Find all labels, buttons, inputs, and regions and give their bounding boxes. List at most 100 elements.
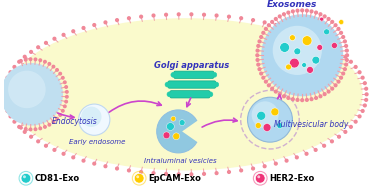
Circle shape xyxy=(365,93,368,96)
Circle shape xyxy=(166,123,174,130)
Circle shape xyxy=(286,64,291,70)
Circle shape xyxy=(342,36,344,38)
Circle shape xyxy=(271,108,279,116)
Circle shape xyxy=(136,175,139,178)
FancyBboxPatch shape xyxy=(170,91,210,98)
Circle shape xyxy=(2,93,5,96)
Circle shape xyxy=(327,90,330,93)
Circle shape xyxy=(62,110,64,112)
Circle shape xyxy=(152,172,155,174)
Circle shape xyxy=(45,144,47,147)
Circle shape xyxy=(228,171,230,173)
Circle shape xyxy=(72,30,75,33)
Circle shape xyxy=(48,123,50,126)
Circle shape xyxy=(4,104,7,107)
Circle shape xyxy=(215,172,218,174)
Circle shape xyxy=(30,50,33,53)
Circle shape xyxy=(267,84,270,87)
Circle shape xyxy=(53,149,56,151)
Circle shape xyxy=(128,17,130,19)
Circle shape xyxy=(252,101,279,128)
Circle shape xyxy=(152,14,155,17)
Circle shape xyxy=(257,111,266,120)
Circle shape xyxy=(324,29,329,35)
Circle shape xyxy=(263,165,266,168)
Circle shape xyxy=(65,86,67,88)
Circle shape xyxy=(203,13,205,16)
Circle shape xyxy=(34,128,37,131)
Circle shape xyxy=(331,46,333,49)
Circle shape xyxy=(9,115,12,118)
Ellipse shape xyxy=(7,18,363,170)
Circle shape xyxy=(256,54,259,57)
Circle shape xyxy=(345,63,347,66)
Circle shape xyxy=(3,87,5,90)
Circle shape xyxy=(9,71,12,74)
Text: Intraluminal vesicles: Intraluminal vesicles xyxy=(144,158,217,164)
Circle shape xyxy=(256,49,259,52)
Circle shape xyxy=(344,40,346,43)
Circle shape xyxy=(257,45,260,47)
Circle shape xyxy=(302,63,307,67)
Circle shape xyxy=(344,55,347,58)
Circle shape xyxy=(323,144,325,147)
Circle shape xyxy=(18,125,21,128)
Circle shape xyxy=(93,162,96,165)
Circle shape xyxy=(261,14,343,96)
Circle shape xyxy=(257,175,260,178)
Circle shape xyxy=(252,19,254,22)
Circle shape xyxy=(24,58,27,61)
Circle shape xyxy=(212,72,217,77)
Circle shape xyxy=(257,63,260,66)
Circle shape xyxy=(260,72,263,75)
Circle shape xyxy=(319,95,322,98)
Circle shape xyxy=(165,82,170,87)
Circle shape xyxy=(285,27,288,29)
Circle shape xyxy=(262,31,265,34)
Circle shape xyxy=(13,120,16,123)
Text: Early endosome: Early endosome xyxy=(69,139,125,145)
Circle shape xyxy=(256,59,259,61)
Circle shape xyxy=(13,66,16,68)
Circle shape xyxy=(291,10,294,13)
Circle shape xyxy=(203,173,205,175)
Circle shape xyxy=(45,42,47,44)
Circle shape xyxy=(323,42,325,44)
Circle shape xyxy=(327,18,330,20)
Circle shape xyxy=(165,13,168,16)
Circle shape xyxy=(104,21,107,24)
Circle shape xyxy=(171,116,176,121)
Circle shape xyxy=(34,58,37,61)
Circle shape xyxy=(350,125,352,128)
Circle shape xyxy=(285,159,288,162)
Circle shape xyxy=(275,162,277,165)
Circle shape xyxy=(56,117,58,120)
Circle shape xyxy=(277,123,283,129)
Circle shape xyxy=(179,120,185,125)
Circle shape xyxy=(358,71,361,74)
Circle shape xyxy=(278,15,281,18)
Circle shape xyxy=(62,153,65,155)
Circle shape xyxy=(208,92,213,97)
Circle shape xyxy=(39,59,42,61)
Circle shape xyxy=(104,165,107,168)
Circle shape xyxy=(23,175,26,178)
Circle shape xyxy=(190,173,193,176)
Circle shape xyxy=(177,13,180,16)
Circle shape xyxy=(37,140,40,143)
Circle shape xyxy=(258,68,261,70)
Circle shape xyxy=(338,50,340,53)
Circle shape xyxy=(271,21,273,23)
Text: HER2-Exo: HER2-Exo xyxy=(269,174,314,183)
Text: EpCAM-Exo: EpCAM-Exo xyxy=(148,174,201,183)
Circle shape xyxy=(56,69,58,71)
Circle shape xyxy=(6,110,9,112)
Circle shape xyxy=(82,159,85,162)
Circle shape xyxy=(82,27,85,29)
Circle shape xyxy=(258,40,261,43)
Circle shape xyxy=(275,18,277,20)
Circle shape xyxy=(331,87,334,90)
Circle shape xyxy=(44,126,46,128)
Circle shape xyxy=(345,45,347,47)
Circle shape xyxy=(20,126,22,129)
